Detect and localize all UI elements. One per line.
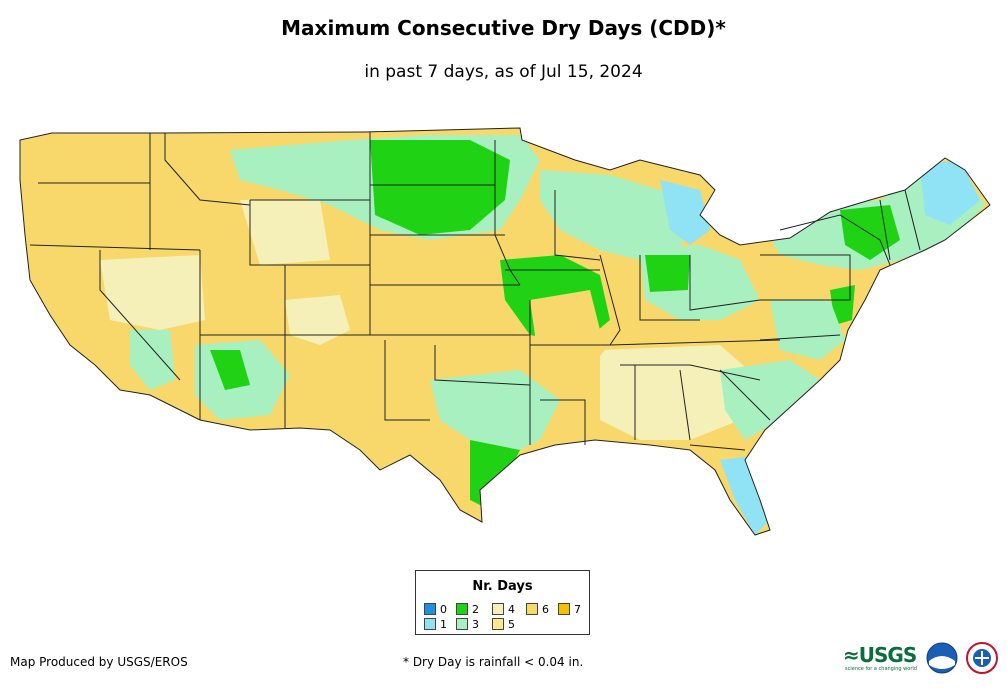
national-weather-service-logo-icon bbox=[966, 642, 998, 674]
legend-item-1: 1 bbox=[424, 618, 447, 631]
legend-swatch-1 bbox=[424, 618, 436, 630]
region-texas-coast-2 bbox=[470, 440, 520, 510]
region-delaware-2 bbox=[830, 285, 855, 325]
legend-item-4: 4 bbox=[492, 603, 515, 616]
region-dakotas-2 bbox=[370, 140, 510, 235]
legend-item-6: 6 bbox=[526, 603, 549, 616]
border-va-nc bbox=[759, 334, 841, 341]
border-id-mt bbox=[164, 133, 251, 206]
border-or-ca-nv bbox=[29, 244, 201, 251]
border-mn-west bbox=[494, 140, 521, 286]
border-ok-tx bbox=[434, 345, 531, 386]
border-wi bbox=[554, 190, 601, 261]
border-pa bbox=[760, 254, 851, 301]
us-dry-days-map bbox=[19, 127, 991, 536]
legend-swatch-3 bbox=[456, 618, 468, 630]
border-in bbox=[639, 255, 700, 321]
us-outline bbox=[19, 127, 991, 536]
region-carolinas-3 bbox=[720, 360, 820, 440]
map-credit: Map Produced by USGS/EROS bbox=[10, 655, 188, 669]
border-al-ga bbox=[679, 369, 691, 441]
legend: Nr. Days 0 2 4 6 7 1 3 5 bbox=[415, 570, 590, 635]
legend-swatch-6 bbox=[526, 603, 538, 615]
region-socal-3 bbox=[130, 330, 175, 390]
legend-item-0: 0 bbox=[424, 603, 447, 616]
border-vt-nh bbox=[879, 199, 891, 261]
region-maine-1 bbox=[920, 160, 980, 225]
usgs-logo: ≈USGS bbox=[843, 643, 917, 667]
border-oh bbox=[689, 255, 761, 311]
legend-swatch-5 bbox=[492, 618, 504, 630]
border-ca-nv bbox=[99, 250, 181, 381]
border-tn-south bbox=[620, 364, 761, 381]
region-nevada-4 bbox=[100, 255, 205, 330]
dry-day-footnote: * Dry Day is rainfall < 0.04 in. bbox=[403, 655, 584, 669]
legend-swatch-0 bbox=[424, 603, 436, 615]
border-ar-la-ms bbox=[540, 399, 586, 445]
legend-item-3: 3 bbox=[456, 618, 479, 631]
legend-swatch-7 bbox=[558, 603, 570, 615]
legend-title: Nr. Days bbox=[472, 579, 533, 594]
region-wyoming-4 bbox=[240, 200, 330, 265]
border-il bbox=[599, 254, 621, 346]
region-indiana-2 bbox=[645, 255, 690, 292]
border-tn-ky bbox=[609, 339, 781, 346]
region-arkansas-6 bbox=[530, 290, 605, 380]
region-deep-south-4 bbox=[600, 345, 760, 440]
region-upper-midwest-3 bbox=[540, 170, 690, 260]
border-ga-sc bbox=[719, 369, 771, 421]
region-ny-2 bbox=[840, 205, 900, 260]
border-nh-me bbox=[904, 189, 921, 251]
legend-item-2: 2 bbox=[456, 603, 479, 616]
noaa-logo-icon bbox=[926, 642, 958, 674]
border-ny bbox=[779, 214, 891, 266]
map-subtitle: in past 7 days, as of Jul 15, 2024 bbox=[364, 62, 643, 82]
border-wy bbox=[249, 200, 370, 266]
usgs-tagline: science for a changing world bbox=[845, 666, 917, 672]
region-east-texas-3 bbox=[430, 370, 560, 460]
state-borders bbox=[19, 127, 991, 536]
legend-item-7: 7 bbox=[558, 603, 581, 616]
legend-item-5: 5 bbox=[492, 618, 515, 631]
region-virginia-3 bbox=[770, 300, 845, 360]
border-fl-north bbox=[689, 444, 746, 451]
region-michigan-1 bbox=[660, 180, 710, 245]
map-title: Maximum Consecutive Dry Days (CDD)* bbox=[281, 16, 726, 40]
region-colorado-4 bbox=[285, 295, 350, 345]
region-arizona-2 bbox=[210, 350, 250, 390]
legend-swatch-2 bbox=[456, 603, 468, 615]
border-tx-nm bbox=[384, 340, 430, 421]
agency-logos: ≈USGS science for a changing world bbox=[843, 641, 1003, 675]
legend-swatch-4 bbox=[492, 603, 504, 615]
